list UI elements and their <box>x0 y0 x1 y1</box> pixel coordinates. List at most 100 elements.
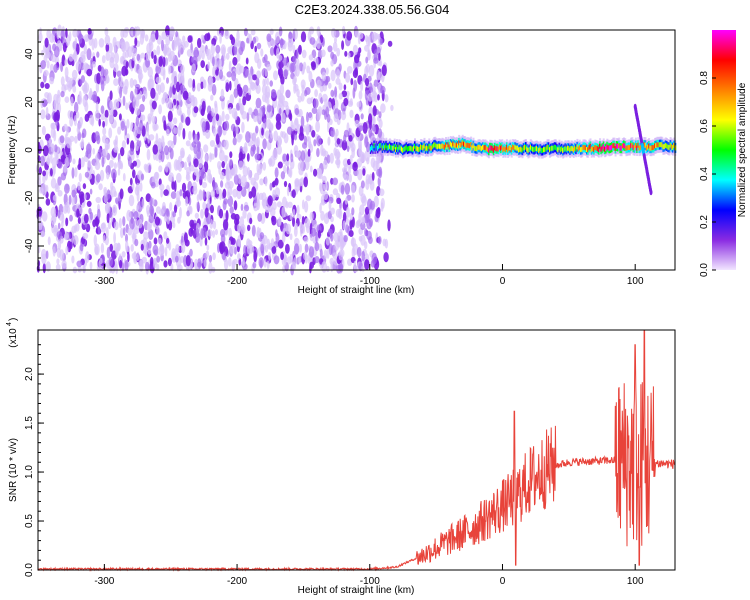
spectrogram-noise-cell <box>205 48 210 57</box>
spectrogram-noise-cell <box>362 168 366 176</box>
spectrogram-noise-cell <box>86 200 92 207</box>
spectrogram-noise-cell <box>372 116 376 126</box>
spectrogram-noise-cell <box>161 135 165 147</box>
spectrogram-noise-cell <box>116 70 122 78</box>
spectrogram-band-core <box>594 145 597 151</box>
spectrogram-noise-cell <box>255 97 262 109</box>
spectrogram-noise-cell <box>220 234 226 244</box>
spectrogram-noise-cell <box>307 148 311 157</box>
spectrogram-band-core <box>412 145 415 151</box>
spectrogram-noise-cell <box>354 67 358 76</box>
spectrogram-noise-cell <box>147 66 153 78</box>
spectrogram-noise-cell <box>294 243 300 255</box>
spectrogram-noise-cell <box>277 54 283 62</box>
spectrogram-noise-cell <box>153 54 157 65</box>
spectrogram-noise-cell <box>336 197 342 204</box>
spectrogram-band-core <box>436 144 439 150</box>
spectrogram-noise-cell <box>130 217 134 224</box>
spectrogram-noise-cell <box>95 173 101 183</box>
spectrogram-noise-cell <box>59 135 65 144</box>
spectrogram-noise-cell <box>65 28 68 39</box>
spectrogram-noise-cell <box>173 127 179 135</box>
spectrogram-noise-cell <box>260 48 264 57</box>
spectrogram-noise-cell <box>83 82 90 94</box>
spectrogram-noise-cell <box>64 183 70 194</box>
spectrogram-noise-cell <box>126 137 130 145</box>
spectrogram-band-core <box>668 145 671 150</box>
spectrogram-noise-cell <box>221 110 225 122</box>
spectrogram-noise-cell <box>231 71 237 82</box>
spectrogram-noise-cell <box>82 183 87 190</box>
snr-plot-area <box>38 330 675 570</box>
spectrogram-band-core <box>422 145 425 151</box>
spectrogram-noise-cell <box>313 139 317 147</box>
spectrogram-band-core <box>462 141 465 147</box>
spectrogram-noise-cell <box>135 115 140 127</box>
spectrogram-noise-cell <box>233 46 238 56</box>
spectrogram-noise-cell <box>190 56 194 63</box>
spectrogram-noise-cell <box>247 169 253 181</box>
spectrogram-band-core <box>374 146 377 152</box>
spectrogram-noise-cell <box>254 172 260 181</box>
spectrogram-noise-cell <box>207 198 211 209</box>
spectrogram-noise-cell <box>165 34 171 46</box>
spectrogram-noise-cell <box>76 260 83 268</box>
spectrogram-noise-cell <box>155 29 159 40</box>
spectrogram-noise-cell <box>166 216 170 225</box>
spectrogram-noise-cell <box>148 214 154 224</box>
spectrogram-band-core <box>473 145 476 151</box>
spectrogram-noise-cell <box>387 219 391 232</box>
spectrogram-noise-cell <box>169 202 173 211</box>
spectrogram-noise-cell <box>73 50 78 63</box>
spectrogram-noise-cell <box>155 133 159 145</box>
spectrogram-noise-cell <box>39 231 46 238</box>
spectrogram-noise-cell <box>330 89 335 97</box>
spectrogram-band-core <box>431 144 434 150</box>
spectrogram-noise-cell <box>154 171 159 182</box>
spectrogram-noise-cell <box>164 164 169 173</box>
spectrogram-noise-cell <box>343 97 349 107</box>
spectrogram-noise-cell <box>271 39 276 48</box>
spectrogram-noise-cell <box>94 131 100 142</box>
spectrogram-noise-cell <box>65 76 71 83</box>
spectrogram-noise-cell <box>229 159 233 170</box>
spectrogram-noise-cell <box>305 195 312 202</box>
spectrogram-band-core <box>547 144 550 150</box>
spectrogram-noise-cell <box>319 248 323 259</box>
spectrogram-noise-cell <box>330 207 336 215</box>
spectrogram-noise-cell <box>104 75 110 84</box>
spectrogram-noise-cell <box>350 184 356 194</box>
spectrogram-noise-cell <box>109 90 113 101</box>
spectrogram-noise-cell <box>224 29 230 40</box>
spectrogram-noise-cell <box>146 223 152 232</box>
spectrogram-band-core <box>532 146 535 152</box>
spectrogram-noise-cell <box>321 148 326 157</box>
spectrogram-noise-cell <box>54 144 58 153</box>
spectrogram-noise-cell <box>97 226 101 235</box>
spectrogram-noise-cell <box>94 245 99 255</box>
spectrogram-band-core <box>657 142 660 148</box>
spectrogram-noise-cell <box>110 185 116 198</box>
spectrogram-noise-cell <box>57 222 61 229</box>
spectrogram-noise-cell <box>242 165 248 177</box>
spectrogram-band-core <box>509 145 512 151</box>
spectrogram-noise-cell <box>84 101 89 112</box>
spectrogram-noise-cell <box>180 242 186 254</box>
spectrogram-noise-cell <box>104 202 110 215</box>
spectrogram-y-tick-label: -20 <box>24 190 35 205</box>
spectrogram-noise-cell <box>345 217 349 225</box>
spectrogram-noise-cell <box>346 145 350 152</box>
spectrogram-band-core <box>443 144 446 150</box>
spectrogram-noise-cell <box>238 151 244 161</box>
spectrogram-noise-cell <box>326 113 331 123</box>
spectrogram-noise-cell <box>120 29 125 39</box>
spectrogram-noise-cell <box>137 72 144 80</box>
spectrogram-noise-cell <box>59 249 65 261</box>
spectrogram-noise-cell <box>298 44 302 55</box>
spectrogram-noise-cell <box>176 264 183 272</box>
spectrogram-noise-cell <box>248 33 252 44</box>
spectrogram-noise-cell <box>52 27 58 36</box>
spectrogram-band-core <box>489 145 492 151</box>
spectrogram-noise-cell <box>259 232 265 240</box>
